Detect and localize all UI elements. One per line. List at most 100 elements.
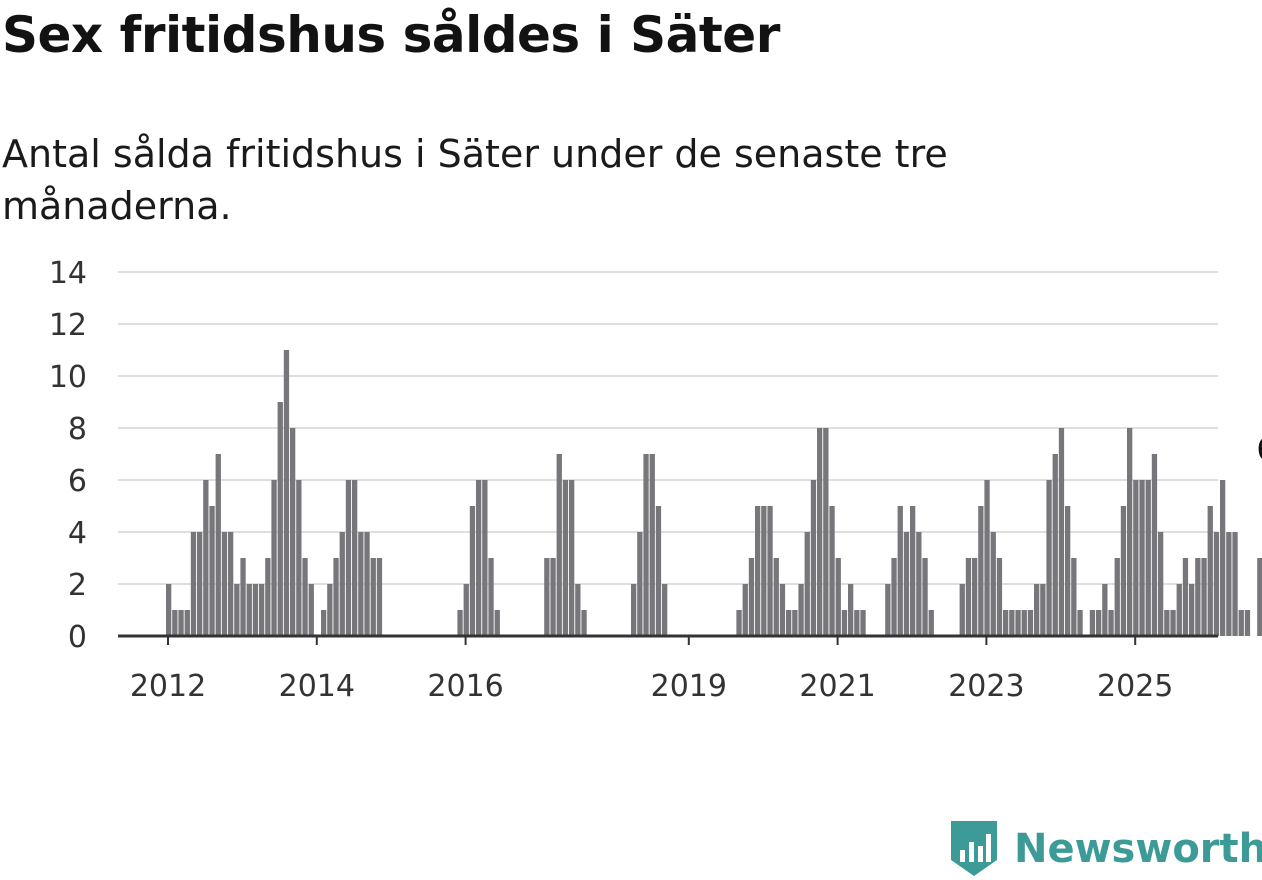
bar — [798, 584, 804, 636]
bar — [922, 558, 928, 636]
y-tick-label: 4 — [68, 516, 87, 551]
bar — [1213, 532, 1220, 636]
chart-title: Sex fritidshus såldes i Säter — [2, 6, 780, 64]
bar — [184, 610, 190, 636]
bar — [1195, 558, 1201, 636]
bar — [327, 584, 333, 636]
bar — [562, 480, 569, 636]
bar — [333, 558, 339, 636]
brand-name: Newsworthy — [1014, 826, 1262, 872]
bar — [1201, 558, 1207, 636]
bar — [897, 506, 903, 636]
bar — [215, 454, 221, 636]
bar — [755, 506, 761, 636]
bar — [891, 558, 897, 636]
bar — [1189, 584, 1195, 636]
bar — [1244, 610, 1251, 636]
bar — [984, 480, 990, 636]
bar — [178, 610, 184, 636]
bar — [345, 480, 352, 636]
bar — [761, 506, 767, 636]
bar-chart: 0 2 4 6 8 10 12 14 2012 2014 2016 2019 2021 2023 2025… — [49, 256, 1262, 704]
bar — [463, 584, 469, 636]
last-value-label: 6 — [1256, 430, 1262, 468]
bar — [290, 428, 296, 636]
bar — [1108, 610, 1114, 636]
y-tick-label: 8 — [68, 412, 87, 447]
bar — [786, 610, 792, 636]
bar — [302, 558, 308, 636]
y-tick-label: 12 — [49, 308, 87, 343]
bar — [240, 558, 246, 636]
bar — [662, 584, 668, 636]
bar — [1027, 610, 1034, 636]
bar — [556, 454, 562, 636]
bar — [352, 480, 358, 636]
bars — [166, 350, 1262, 636]
bar — [1021, 610, 1027, 636]
bar — [265, 558, 271, 636]
newsworthy-logo-icon — [951, 821, 997, 876]
bar — [1096, 610, 1102, 636]
bar — [494, 610, 500, 636]
y-tick-label: 14 — [49, 256, 87, 291]
bar — [575, 584, 581, 636]
bar — [823, 428, 829, 636]
bar — [1015, 610, 1021, 636]
bar — [1182, 558, 1189, 636]
bar — [1226, 532, 1232, 636]
bar — [550, 558, 556, 636]
bar — [376, 558, 383, 636]
bar — [296, 480, 302, 636]
bar — [829, 506, 835, 636]
x-axis-ticks: 2012 2014 2016 2019 2021 2023 2025 — [130, 636, 1173, 704]
bar — [1009, 610, 1015, 636]
bar — [767, 506, 773, 636]
bar — [1052, 454, 1058, 636]
bar — [1164, 610, 1170, 636]
bar — [469, 506, 476, 636]
bar — [804, 532, 810, 636]
bar — [581, 610, 587, 636]
bar — [1003, 610, 1009, 636]
bar — [1114, 558, 1120, 636]
bar — [631, 584, 637, 636]
bar — [990, 532, 996, 636]
bar — [928, 610, 934, 636]
bar — [996, 558, 1003, 636]
bar — [321, 610, 327, 636]
bar — [748, 558, 755, 636]
bar — [197, 532, 203, 636]
bar — [1158, 532, 1164, 636]
bar — [841, 610, 848, 636]
bar — [854, 610, 860, 636]
bar — [972, 558, 978, 636]
bar — [742, 584, 748, 636]
y-tick-label: 6 — [68, 464, 87, 499]
bar — [779, 584, 786, 636]
bar — [1238, 610, 1244, 636]
bar — [166, 584, 172, 636]
bar — [773, 558, 779, 636]
bar — [221, 532, 228, 636]
bar — [1040, 584, 1046, 636]
bar — [370, 558, 376, 636]
bar — [1151, 454, 1158, 636]
bar — [209, 506, 215, 636]
data-labels: 6 — [1256, 430, 1262, 468]
bar — [1102, 584, 1108, 636]
bar — [259, 584, 265, 636]
x-tick-label: 2025 — [1097, 669, 1173, 704]
bar — [1120, 506, 1127, 636]
bar — [965, 558, 972, 636]
bar — [978, 506, 984, 636]
bar — [860, 610, 866, 636]
bar — [308, 584, 314, 636]
y-tick-label: 0 — [68, 620, 87, 655]
bar — [1176, 584, 1182, 636]
bar — [364, 532, 370, 636]
bar — [358, 532, 364, 636]
bar — [488, 558, 494, 636]
bar — [482, 480, 488, 636]
x-tick-label: 2019 — [651, 669, 727, 704]
